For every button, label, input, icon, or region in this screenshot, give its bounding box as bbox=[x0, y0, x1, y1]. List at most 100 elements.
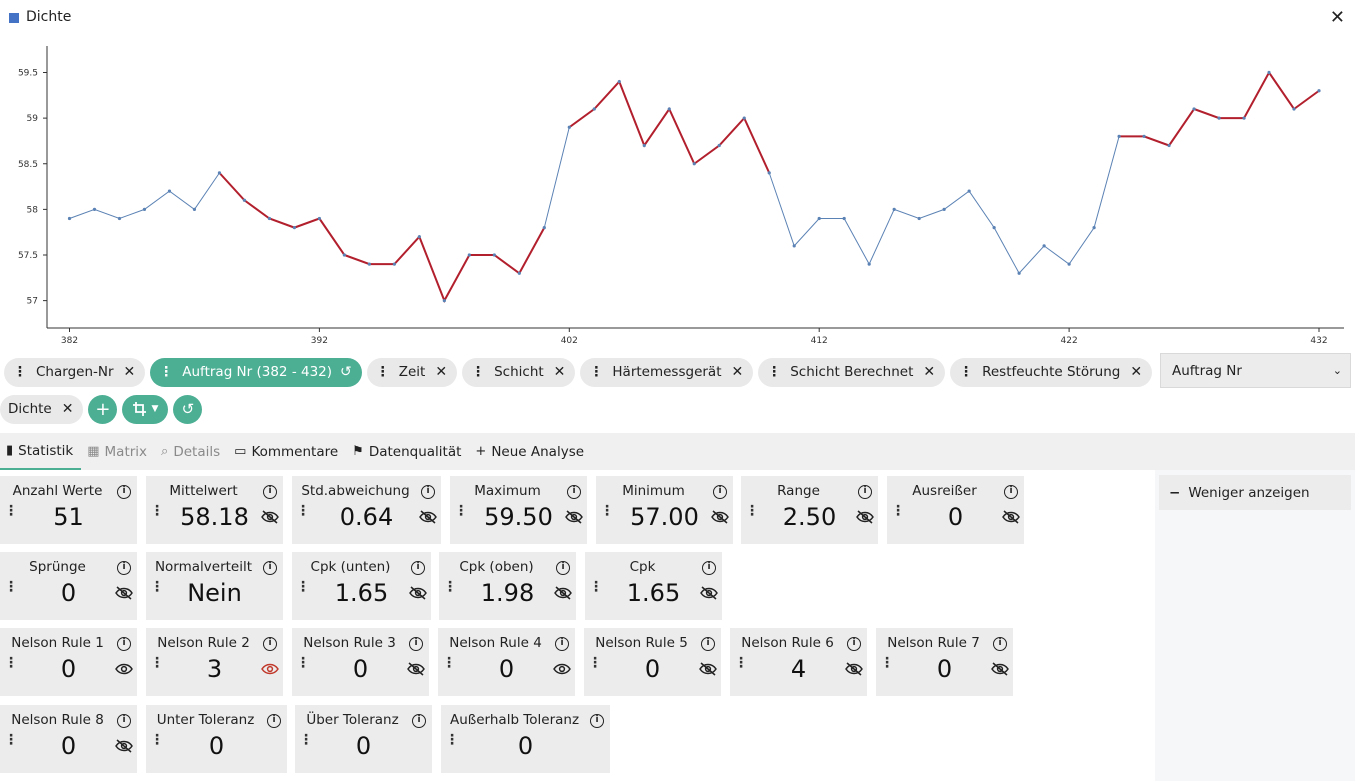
eye-off-icon[interactable] bbox=[115, 738, 133, 753]
close-icon[interactable]: ✕ bbox=[553, 364, 566, 380]
filter-chip[interactable]: ⋮ Schicht Berechnet ✕ bbox=[758, 357, 946, 387]
info-icon[interactable]: i bbox=[590, 714, 604, 728]
close-icon[interactable]: ✕ bbox=[1329, 7, 1345, 28]
more-options-icon[interactable]: ⋮ bbox=[891, 503, 905, 519]
more-options-icon[interactable]: ⋮ bbox=[150, 503, 164, 519]
more-options-icon[interactable]: ⋮ bbox=[4, 503, 18, 519]
tab-matrix[interactable]: ▦ Matrix bbox=[81, 433, 155, 470]
info-icon[interactable]: i bbox=[702, 561, 716, 575]
info-icon[interactable]: i bbox=[117, 485, 131, 499]
group-by-select[interactable]: Auftrag Nr ⌄ bbox=[1160, 353, 1351, 388]
eye-off-icon[interactable] bbox=[711, 509, 729, 524]
info-icon[interactable]: i bbox=[412, 714, 426, 728]
tab-kommentare[interactable]: ▭ Kommentare bbox=[228, 433, 346, 470]
eye-off-icon[interactable] bbox=[856, 509, 874, 524]
filter-chip[interactable]: ⋮ Chargen-Nr ✕ bbox=[4, 357, 146, 387]
more-options-icon[interactable]: ⋮ bbox=[296, 503, 310, 519]
more-options-icon[interactable]: ⋮ bbox=[296, 655, 310, 671]
tab-neue-analyse[interactable]: + Neue Analyse bbox=[469, 433, 592, 470]
eye-off-icon[interactable] bbox=[565, 509, 583, 524]
filter-chip[interactable]: ⋮ Auftrag Nr (382 - 432) ↺ bbox=[150, 357, 362, 387]
drag-handle-icon[interactable]: ⋮ bbox=[589, 364, 604, 380]
drag-handle-icon[interactable]: ⋮ bbox=[959, 364, 973, 380]
more-options-icon[interactable]: ⋮ bbox=[445, 732, 459, 748]
info-icon[interactable]: i bbox=[421, 485, 435, 499]
eye-off-icon[interactable] bbox=[419, 509, 437, 524]
info-icon[interactable]: i bbox=[117, 637, 131, 651]
eye-off-icon[interactable] bbox=[845, 661, 863, 676]
show-less-button[interactable]: − Weniger anzeigen bbox=[1159, 475, 1351, 510]
more-options-icon[interactable]: ⋮ bbox=[734, 655, 748, 671]
close-icon[interactable]: ✕ bbox=[923, 364, 936, 380]
reset-icon[interactable]: ↺ bbox=[340, 364, 352, 380]
eye-icon[interactable] bbox=[261, 661, 279, 675]
close-icon[interactable]: ✕ bbox=[61, 401, 74, 417]
info-icon[interactable]: i bbox=[267, 714, 281, 728]
eye-off-icon[interactable] bbox=[554, 585, 572, 600]
info-icon[interactable]: i bbox=[117, 714, 131, 728]
close-icon[interactable]: ✕ bbox=[1130, 364, 1143, 380]
more-options-icon[interactable]: ⋮ bbox=[589, 579, 603, 595]
more-options-icon[interactable]: ⋮ bbox=[745, 503, 759, 519]
more-options-icon[interactable]: ⋮ bbox=[150, 655, 164, 671]
tab-details[interactable]: ⌕ Details bbox=[155, 433, 228, 470]
info-icon[interactable]: i bbox=[411, 561, 425, 575]
info-icon[interactable]: i bbox=[858, 485, 872, 499]
more-options-icon[interactable]: ⋮ bbox=[600, 503, 614, 519]
info-icon[interactable]: i bbox=[555, 637, 569, 651]
eye-off-icon[interactable] bbox=[991, 661, 1009, 676]
info-icon[interactable]: i bbox=[993, 637, 1007, 651]
data-point bbox=[1117, 134, 1121, 138]
eye-off-icon[interactable] bbox=[261, 509, 279, 524]
filter-chip-dichte[interactable]: Dichte ✕ bbox=[0, 394, 84, 424]
more-options-icon[interactable]: ⋮ bbox=[588, 655, 602, 671]
more-options-icon[interactable]: ⋮ bbox=[4, 579, 18, 595]
more-options-icon[interactable]: ⋮ bbox=[296, 579, 310, 595]
eye-off-icon[interactable] bbox=[699, 661, 717, 676]
info-icon[interactable]: i bbox=[117, 561, 131, 575]
eye-icon[interactable] bbox=[553, 661, 571, 675]
eye-off-icon[interactable] bbox=[1002, 509, 1020, 524]
more-options-icon[interactable]: ⋮ bbox=[880, 655, 894, 671]
info-icon[interactable]: i bbox=[701, 637, 715, 651]
eye-off-icon[interactable] bbox=[700, 585, 718, 600]
drag-handle-icon[interactable]: ⋮ bbox=[471, 364, 485, 380]
more-options-icon[interactable]: ⋮ bbox=[4, 732, 18, 748]
more-options-icon[interactable]: ⋮ bbox=[443, 579, 457, 595]
info-icon[interactable]: i bbox=[1004, 485, 1018, 499]
info-icon[interactable]: i bbox=[847, 637, 861, 651]
info-icon[interactable]: i bbox=[409, 637, 423, 651]
more-options-icon[interactable]: ⋮ bbox=[150, 579, 164, 595]
more-options-icon[interactable]: ⋮ bbox=[4, 655, 18, 671]
info-icon[interactable]: i bbox=[567, 485, 581, 499]
close-icon[interactable]: ✕ bbox=[731, 364, 744, 380]
reset-button[interactable]: ↺ bbox=[173, 394, 203, 424]
filter-chip[interactable]: ⋮ Restfeuchte Störung ✕ bbox=[950, 357, 1153, 387]
filter-chip[interactable]: ⋮ Härtemessgerät ✕ bbox=[580, 357, 754, 387]
eye-icon[interactable] bbox=[115, 661, 133, 675]
info-icon[interactable]: i bbox=[713, 485, 727, 499]
drag-handle-icon[interactable]: ⋮ bbox=[376, 364, 390, 380]
more-options-icon[interactable]: ⋮ bbox=[454, 503, 468, 519]
info-icon[interactable]: i bbox=[263, 637, 277, 651]
drag-handle-icon[interactable]: ⋮ bbox=[767, 364, 781, 380]
close-icon[interactable]: ✕ bbox=[123, 364, 136, 380]
filter-chip[interactable]: ⋮ Schicht ✕ bbox=[462, 357, 576, 387]
eye-off-icon[interactable] bbox=[407, 661, 425, 676]
drag-handle-icon[interactable]: ⋮ bbox=[13, 364, 27, 380]
info-icon[interactable]: i bbox=[263, 561, 277, 575]
info-icon[interactable]: i bbox=[556, 561, 570, 575]
close-icon[interactable]: ✕ bbox=[435, 364, 448, 380]
drag-handle-icon[interactable]: ⋮ bbox=[159, 364, 174, 380]
more-options-icon[interactable]: ⋮ bbox=[442, 655, 456, 671]
add-filter-button[interactable]: + bbox=[88, 394, 118, 424]
info-icon[interactable]: i bbox=[263, 485, 277, 499]
crop-dropdown-button[interactable]: ▼ bbox=[122, 394, 169, 424]
filter-chip[interactable]: ⋮ Zeit ✕ bbox=[366, 357, 458, 387]
more-options-icon[interactable]: ⋮ bbox=[150, 732, 164, 748]
eye-off-icon[interactable] bbox=[115, 585, 133, 600]
more-options-icon[interactable]: ⋮ bbox=[299, 732, 313, 748]
tab-datenqualität[interactable]: ⚑ Datenqualität bbox=[346, 433, 469, 470]
tab-statistik[interactable]: ▮ Statistik bbox=[0, 433, 82, 470]
eye-off-icon[interactable] bbox=[409, 585, 427, 600]
